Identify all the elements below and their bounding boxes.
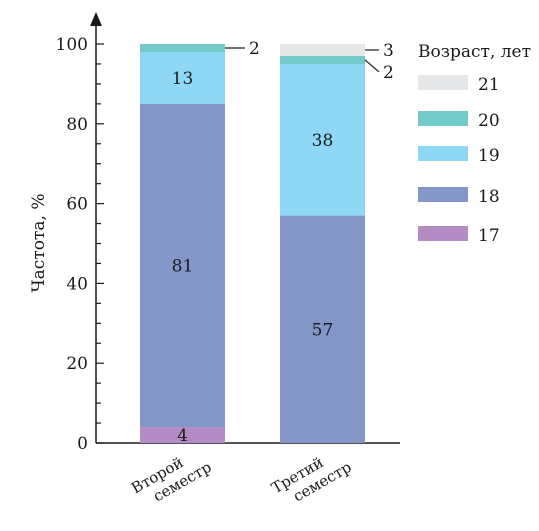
- legend-swatch: [418, 226, 468, 241]
- bar-segment-0-17: [140, 427, 225, 443]
- legend-label: 18: [478, 187, 500, 207]
- y-tick-label: 20: [66, 354, 88, 374]
- bar-segment-0-19: [140, 51, 225, 104]
- legend-label: 21: [478, 75, 500, 95]
- legend-label: 17: [478, 226, 500, 246]
- legend-label: 19: [478, 146, 500, 166]
- y-tick-label: 0: [77, 434, 88, 454]
- callout-label: 2: [249, 39, 260, 59]
- y-tick-label: 100: [56, 35, 88, 55]
- data-label: 38: [312, 131, 334, 151]
- bar-segment-1-21: [280, 44, 365, 56]
- data-label: 81: [172, 256, 194, 276]
- legend-swatch: [418, 111, 468, 126]
- y-tick-label: 80: [66, 115, 88, 135]
- legend-swatch: [418, 146, 468, 161]
- data-label: 13: [172, 69, 194, 89]
- y-tick-label: 60: [66, 195, 88, 215]
- bar-segment-1-18: [280, 215, 365, 443]
- callout-line: [364, 59, 380, 73]
- y-axis-arrow: [90, 12, 102, 26]
- bar-segment-1-19: [280, 63, 365, 216]
- data-label: 4: [177, 426, 188, 446]
- callout-label: 3: [383, 41, 394, 61]
- y-tick-label: 40: [66, 274, 88, 294]
- bar-segment-1-20: [280, 55, 365, 64]
- y-axis-title: Частота, %: [29, 194, 49, 293]
- bar-segment-0-18: [140, 103, 225, 428]
- chart-legend: Возраст, лет 21 20 19 18 17: [418, 42, 531, 246]
- legend-swatch: [418, 187, 468, 202]
- callout-label: 2: [383, 63, 394, 83]
- data-label: 57: [312, 320, 334, 340]
- chart-bars: [140, 44, 365, 443]
- legend-label: 20: [478, 111, 500, 131]
- bar-segment-0-20: [140, 44, 225, 52]
- legend-swatch: [418, 75, 468, 90]
- legend-title: Возраст, лет: [418, 42, 531, 62]
